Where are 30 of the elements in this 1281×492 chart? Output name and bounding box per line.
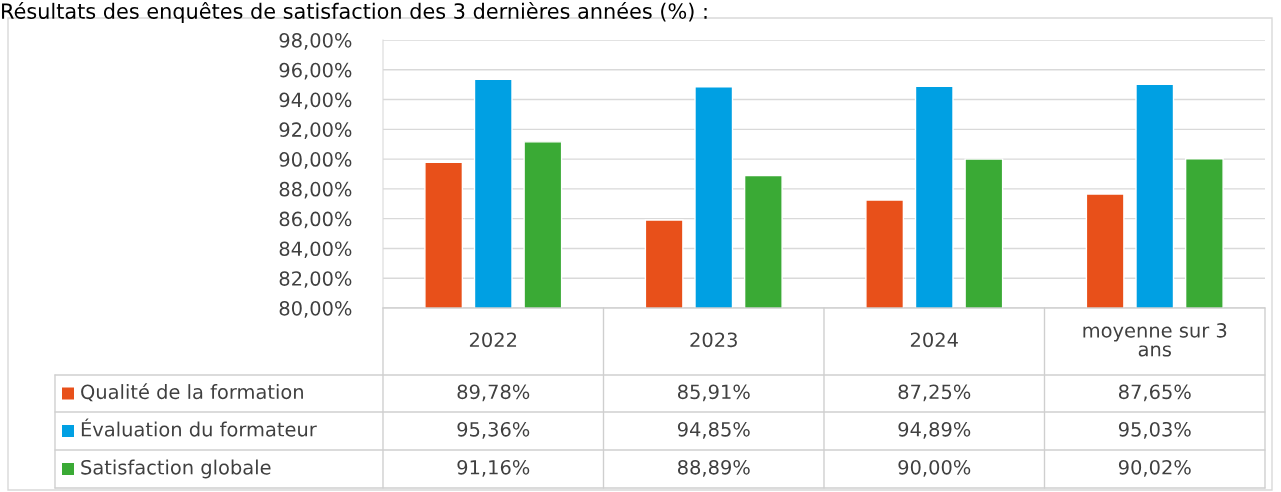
chart-title: Résultats des enquêtes de satisfaction des 3 dernières années (%) : xyxy=(2,2,707,23)
x-tick-label: 2022 xyxy=(469,332,517,348)
y-tick-label: 82,00% xyxy=(279,271,352,288)
y-tick-label: 96,00% xyxy=(279,62,352,80)
x-tick-label: 2023 xyxy=(690,332,737,348)
data-label: 94,89% xyxy=(898,421,971,439)
y-tick-label: 92,00% xyxy=(279,122,352,139)
data-label: 87,25% xyxy=(898,384,971,402)
data-label: 91,16% xyxy=(457,459,530,477)
y-tick-label: 94,00% xyxy=(279,92,352,110)
legend-label: Évaluation du formateur xyxy=(81,418,317,437)
y-tick-label: 98,00% xyxy=(279,32,352,50)
y-tick-label: 80,00% xyxy=(279,300,352,318)
data-label: 90,00% xyxy=(898,459,971,477)
y-tick-label: 90,00% xyxy=(279,152,352,169)
x-tick-label: moyenne sur 3 ans xyxy=(1083,323,1227,357)
data-label: 85,91% xyxy=(678,384,750,402)
legend-label: Satisfaction globale xyxy=(81,459,271,479)
x-tick-label: 2024 xyxy=(910,332,958,348)
data-label: 95,36% xyxy=(457,421,530,439)
legend-label: Qualité de la formation xyxy=(81,383,303,402)
data-label: 89,78% xyxy=(457,384,530,402)
data-label: 94,85% xyxy=(677,421,750,439)
y-tick-label: 88,00% xyxy=(279,181,352,199)
data-label: 87,65% xyxy=(1119,384,1191,402)
data-label: 90,02% xyxy=(1118,459,1191,477)
y-tick-label: 84,00% xyxy=(279,241,352,259)
data-label: 95,03% xyxy=(1118,421,1191,439)
y-tick-label: 86,00% xyxy=(279,211,352,229)
data-label: 88,89% xyxy=(678,459,750,477)
